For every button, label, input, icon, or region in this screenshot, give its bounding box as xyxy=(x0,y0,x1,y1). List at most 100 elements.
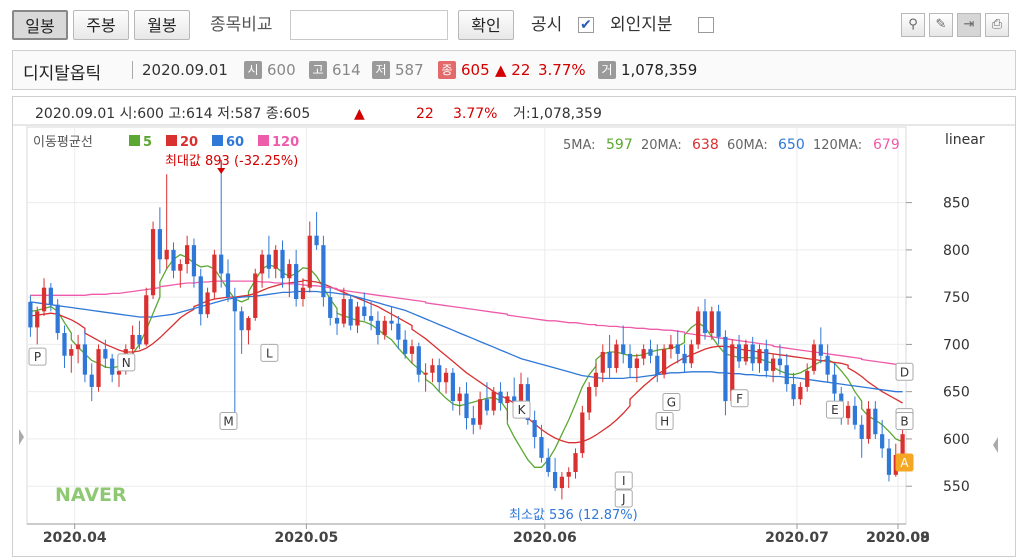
candle-body xyxy=(416,346,421,375)
candle-body xyxy=(280,249,285,279)
candle-body xyxy=(396,323,401,340)
compare-input[interactable] xyxy=(290,10,448,40)
candle-body xyxy=(48,287,53,305)
cursor-icon[interactable]: ⇥ xyxy=(957,13,981,37)
event-marker-box xyxy=(512,400,531,419)
event-marker-box xyxy=(28,347,47,366)
weekly-button[interactable]: 주봉 xyxy=(73,10,129,40)
candle-body xyxy=(634,358,639,369)
high-badge: 고 xyxy=(309,61,327,79)
candle-body xyxy=(764,349,769,371)
candle-body xyxy=(798,386,803,400)
candle-body xyxy=(880,434,885,449)
candle-body xyxy=(266,254,272,269)
candle-body xyxy=(437,365,442,383)
event-marker-box xyxy=(730,389,749,408)
event-marker-box xyxy=(614,471,633,490)
open-value: 600 xyxy=(267,61,296,79)
candle-body xyxy=(484,399,490,411)
candle-body xyxy=(443,372,449,383)
event-marker-label: K xyxy=(518,403,527,417)
disclosure-checkbox[interactable]: ✔ xyxy=(578,17,594,33)
event-marker-label: M xyxy=(223,414,233,428)
legend-item-label: 120 xyxy=(272,135,299,150)
candle-body xyxy=(539,437,544,458)
plot-frame xyxy=(26,126,907,525)
y-tick-label: 650 xyxy=(943,385,970,401)
scroll-right-icon[interactable] xyxy=(993,437,998,453)
x-axis: 2020.04 2020.05 2020.06 2020.07 2020.082020.… xyxy=(27,523,930,546)
candle-body xyxy=(341,299,346,324)
volume-value: 1,078,359 xyxy=(621,61,698,79)
scroll-left-icon[interactable] xyxy=(19,429,24,445)
candle-body xyxy=(35,311,40,328)
candle-body xyxy=(518,384,524,402)
min-value-label: 최소값 536 (12.87%) xyxy=(509,508,638,523)
candle-body xyxy=(409,346,415,354)
indicator-icon[interactable]: ⚲ xyxy=(901,13,925,37)
y-tick-label: 550 xyxy=(943,479,970,495)
candle-body xyxy=(675,344,680,354)
candle-body xyxy=(219,254,224,274)
candle-body xyxy=(464,393,469,419)
ma-20-line xyxy=(30,279,903,444)
candle-body xyxy=(212,254,217,293)
candle-body xyxy=(825,355,830,375)
candle-body xyxy=(116,370,122,375)
volume-badge: 거 xyxy=(598,61,616,79)
daily-button[interactable]: 일봉 xyxy=(12,10,68,40)
x-tick-label: 2020.07 xyxy=(765,530,829,546)
print-icon[interactable]: ⎙ xyxy=(985,13,1009,37)
candle-body xyxy=(82,344,88,375)
event-marker-label: G xyxy=(667,396,676,410)
candle-body xyxy=(157,229,162,260)
event-marker-box xyxy=(825,400,844,419)
candle-body xyxy=(621,344,626,354)
chart-header-ohlc: 2020.09.01 시:600 고:614 저:587 종:605 xyxy=(35,106,310,122)
candle-body xyxy=(110,358,115,375)
event-marker-label: L xyxy=(266,346,273,360)
event-marker-box xyxy=(260,343,279,362)
event-marker-box xyxy=(895,411,914,430)
draw-pen-icon[interactable]: ✎ xyxy=(929,13,953,37)
candle-body xyxy=(689,344,694,364)
event-marker-label: F xyxy=(736,392,743,406)
candle-body xyxy=(225,273,231,298)
candle-body xyxy=(709,311,714,334)
candle-body xyxy=(559,476,565,489)
candle-body xyxy=(96,349,101,387)
candle-body xyxy=(491,391,496,411)
event-marker-label: P xyxy=(34,350,41,364)
legend-swatch xyxy=(166,135,177,146)
candlestick-chart[interactable]: 2020.09.01 시:600 고:614 저:587 종:605 ▲ 22 … xyxy=(13,97,1015,556)
candle-body xyxy=(580,412,585,454)
chart-header-change: 22 xyxy=(416,106,434,122)
candle-body xyxy=(450,372,455,402)
confirm-button[interactable]: 확인 xyxy=(458,10,514,40)
candle-body xyxy=(648,349,653,356)
ma-60-line xyxy=(30,290,903,393)
change-percent: 3.77% xyxy=(538,61,586,79)
grid xyxy=(26,126,907,525)
candle-body xyxy=(777,358,783,366)
candle-body xyxy=(886,448,892,475)
event-marker-label: E xyxy=(831,403,839,417)
candle-body xyxy=(546,457,551,473)
candle-body xyxy=(232,297,237,312)
candle-body xyxy=(130,334,135,350)
candle-body xyxy=(784,365,789,385)
candle-body xyxy=(103,349,108,359)
event-marker-label: J xyxy=(621,492,626,506)
monthly-button[interactable]: 월봉 xyxy=(134,10,190,40)
ma60-label: 60MA: xyxy=(727,138,768,153)
candle-body xyxy=(859,424,864,439)
x-tick-label: 2020.09 xyxy=(866,530,930,546)
high-value: 614 xyxy=(332,61,361,79)
candle-body xyxy=(818,344,823,356)
candle-body xyxy=(137,334,142,345)
candle-body xyxy=(253,273,258,318)
candle-body xyxy=(368,316,374,321)
foreign-ownership-checkbox[interactable] xyxy=(698,17,714,33)
chart-header-volume: 거:1,078,359 xyxy=(513,106,602,122)
candle-body xyxy=(696,311,701,345)
